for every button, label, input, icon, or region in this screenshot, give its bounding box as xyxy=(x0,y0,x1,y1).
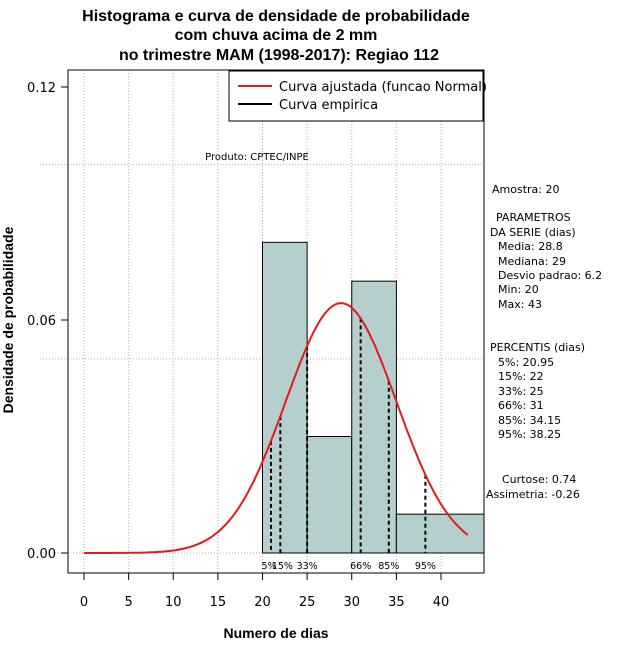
percentile-label: 66% xyxy=(350,561,371,572)
y-tick-label: 0.12 xyxy=(27,81,56,96)
stat-max: Max: 43 xyxy=(498,298,542,311)
y-tick-label: 0.06 xyxy=(27,314,56,329)
stat-perc-title: PERCENTIS (dias) xyxy=(490,341,585,354)
x-tick-label: 40 xyxy=(433,595,450,610)
stat-amostra: Amostra: 20 xyxy=(492,183,559,196)
percentile-lines xyxy=(269,318,427,553)
percentile-label: 5% xyxy=(261,561,276,572)
x-axis: 0 5 10 15 20 25 30 35 40 xyxy=(80,573,449,610)
histogram-bar xyxy=(395,513,485,554)
stat-p15: 15%: 22 xyxy=(498,370,544,383)
x-tick-label: 15 xyxy=(210,595,227,610)
stat-curtose: Curtose: 0.74 xyxy=(502,473,576,486)
percentile-label: 33% xyxy=(297,561,318,572)
y-axis-label: Densidade de probabilidade xyxy=(0,226,16,413)
stat-p33: 33%: 25 xyxy=(498,385,544,398)
chart-title-line-2: com chuva acima de 2 mm xyxy=(175,27,378,44)
x-tick-label: 35 xyxy=(388,595,405,610)
x-tick-label: 0 xyxy=(80,595,88,610)
histogram-bars xyxy=(262,241,485,554)
stat-param-title-1: PARAMETROS xyxy=(496,211,571,224)
stat-p95: 95%: 38.25 xyxy=(498,428,561,441)
plot-frame xyxy=(67,69,485,574)
x-tick-label: 5 xyxy=(124,595,132,610)
x-tick-label: 25 xyxy=(299,595,316,610)
percentile-label: 95% xyxy=(415,561,436,572)
stat-min: Min: 20 xyxy=(498,283,539,296)
y-axis: 0.00 0.06 0.12 xyxy=(27,81,68,562)
histogram-bar xyxy=(262,241,308,554)
x-tick-label: 30 xyxy=(343,595,360,610)
chart-title-line-3: no trimestre MAM (1998-2017): Regiao 112 xyxy=(119,47,439,64)
x-tick-label: 10 xyxy=(165,595,182,610)
fitted-normal-curve xyxy=(84,302,469,554)
legend-label-empirical: Curva empirica xyxy=(279,98,378,113)
chart-title-line-1: Histograma e curva de densidade de proba… xyxy=(82,8,470,25)
stat-assimetria: Assimetria: -0.26 xyxy=(486,488,580,501)
stat-p5: 5%: 20.95 xyxy=(498,356,554,369)
y-tick-label: 0.00 xyxy=(27,547,56,562)
legend-box xyxy=(228,70,484,122)
product-label: Produto: CPTEC/INPE xyxy=(205,152,309,163)
x-axis-label: Numero de dias xyxy=(223,625,328,641)
stat-param-title-2: DA SERIE (dias) xyxy=(490,226,576,239)
percentile-labels: 5%15% 33% 66% 85% 95% xyxy=(261,561,436,572)
legend-label-fitted: Curva ajustada (funcao Normal) xyxy=(279,80,487,95)
stat-p85: 85%: 34.15 xyxy=(498,414,561,427)
stat-p66: 66%: 31 xyxy=(498,399,544,412)
percentile-label: 85% xyxy=(378,561,399,572)
stats-panel: Amostra: 20 PARAMETROS DA SERIE (dias) M… xyxy=(486,183,602,501)
percentile-label: 15% xyxy=(272,561,293,572)
x-tick-label: 20 xyxy=(254,595,271,610)
histogram-bar xyxy=(306,436,353,554)
legend: Curva ajustada (funcao Normal) Curva emp… xyxy=(228,70,487,122)
stat-media: Media: 28.8 xyxy=(498,240,563,253)
stat-desvio: Desvio padrao: 6.2 xyxy=(498,269,602,282)
stat-mediana: Mediana: 29 xyxy=(498,255,566,268)
